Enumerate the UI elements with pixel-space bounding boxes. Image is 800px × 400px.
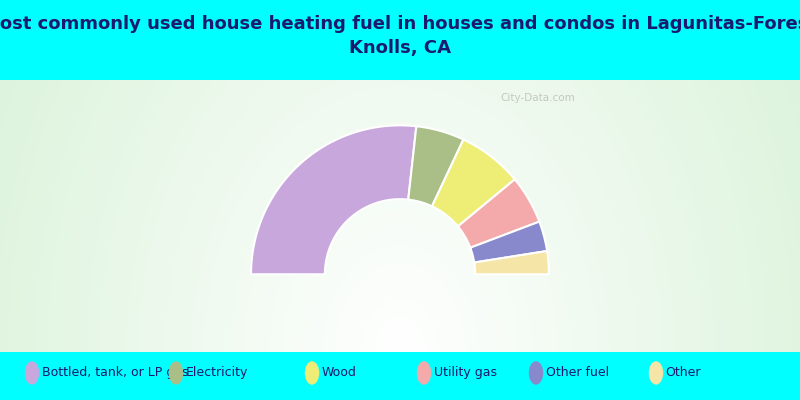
- Text: Most commonly used house heating fuel in houses and condos in Lagunitas-Forest
K: Most commonly used house heating fuel in…: [0, 15, 800, 57]
- Text: City-Data.com: City-Data.com: [500, 93, 575, 103]
- Polygon shape: [458, 179, 539, 248]
- Text: Utility gas: Utility gas: [434, 366, 497, 380]
- Polygon shape: [470, 222, 547, 262]
- Polygon shape: [251, 125, 416, 274]
- Ellipse shape: [529, 361, 543, 385]
- Text: Bottled, tank, or LP gas: Bottled, tank, or LP gas: [42, 366, 188, 380]
- Text: Wood: Wood: [322, 366, 357, 380]
- Polygon shape: [474, 251, 549, 274]
- Polygon shape: [408, 126, 463, 206]
- Ellipse shape: [305, 361, 319, 385]
- Polygon shape: [432, 140, 514, 226]
- Ellipse shape: [649, 361, 663, 385]
- Text: Other: Other: [666, 366, 701, 380]
- Ellipse shape: [25, 361, 39, 385]
- Ellipse shape: [417, 361, 431, 385]
- Text: Other fuel: Other fuel: [546, 366, 609, 380]
- Text: Electricity: Electricity: [186, 366, 248, 380]
- Ellipse shape: [169, 361, 183, 385]
